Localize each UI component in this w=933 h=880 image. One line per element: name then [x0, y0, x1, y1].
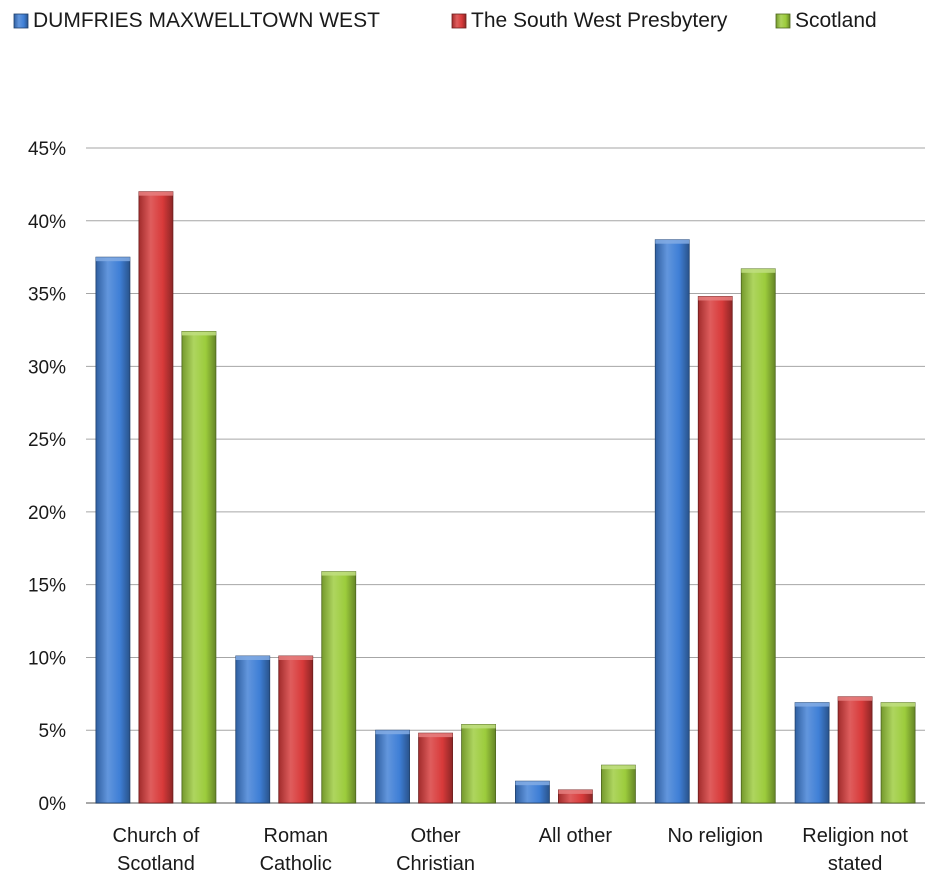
bar	[601, 764, 636, 804]
legend-label: Scotland	[795, 9, 877, 32]
legend-swatch	[451, 13, 467, 29]
x-category-label: Church of Scotland	[113, 825, 200, 875]
bar-cap	[558, 789, 593, 794]
bar-cap	[601, 765, 636, 770]
x-category-label: Roman Catholic	[260, 825, 332, 875]
y-tick-label: 40%	[28, 212, 66, 233]
bar-cap	[138, 191, 173, 196]
bar-cap	[515, 781, 550, 786]
bar	[321, 571, 357, 804]
bar-cap	[95, 257, 130, 262]
bar-cap	[795, 702, 830, 707]
y-tick-label: 20%	[28, 503, 66, 524]
gridlines	[86, 147, 925, 804]
legend-swatch	[13, 13, 29, 29]
bar	[235, 655, 271, 804]
x-category-label: All other	[539, 825, 613, 847]
bar-cap	[838, 696, 873, 701]
y-axis: 0% 5% 10% 15% 20% 25% 30% 35% 40% 45%	[28, 139, 66, 815]
bar-cap	[181, 331, 216, 336]
y-tick-label: 5%	[39, 721, 67, 742]
bar-cap	[741, 268, 776, 273]
x-category-label: No religion	[667, 825, 763, 847]
bar-cap	[418, 733, 453, 738]
y-tick-label: 15%	[28, 576, 66, 597]
bar	[837, 696, 873, 804]
y-tick-label: 35%	[28, 285, 66, 306]
y-tick-label: 25%	[28, 430, 66, 451]
x-axis: Church of Scotland Roman Catholic Other Chris…	[113, 825, 909, 875]
bar	[138, 191, 174, 804]
bar	[181, 330, 217, 804]
bar-cap	[235, 655, 270, 660]
legend-label: The South West Presbytery	[471, 9, 728, 32]
y-tick-label: 0%	[39, 794, 67, 815]
y-tick-label: 45%	[28, 139, 66, 160]
bar	[95, 256, 131, 804]
bar	[418, 732, 453, 804]
y-tick-label: 30%	[28, 357, 66, 378]
y-tick-label: 10%	[28, 648, 66, 669]
bar-cap	[278, 655, 313, 660]
bar-cap	[655, 239, 690, 244]
bar	[278, 655, 314, 804]
bar-cap	[375, 730, 410, 735]
x-category-label: Religion not stated	[802, 825, 908, 875]
bar	[880, 702, 916, 804]
bar	[697, 296, 733, 804]
bar	[461, 724, 496, 804]
bar	[794, 702, 830, 804]
bar-cap	[881, 702, 916, 707]
legend-label: DUMFRIES MAXWELLTOWN WEST	[33, 9, 380, 32]
bar	[375, 729, 410, 804]
bars	[95, 191, 916, 804]
x-category-label: Other Christian	[396, 825, 475, 875]
legend: DUMFRIES MAXWELLTOWN WEST The South West …	[13, 9, 877, 32]
bar	[740, 268, 776, 804]
bar-cap	[461, 724, 496, 729]
bar-cap	[698, 296, 733, 301]
legend-swatch	[775, 13, 791, 29]
bar-cap	[321, 571, 356, 576]
bar	[654, 239, 690, 804]
